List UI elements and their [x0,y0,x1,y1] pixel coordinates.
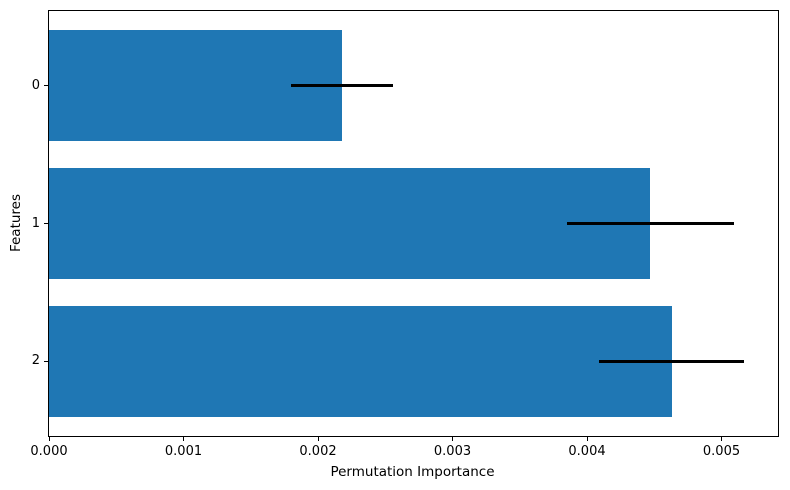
y-tick-label: 1 [31,215,40,231]
x-tick-label: 0.000 [30,444,68,459]
error-bar-feature-0 [291,84,394,87]
plot-area [48,10,779,437]
error-bar-feature-2 [599,359,745,363]
x-tick-label: 0.005 [702,444,741,459]
x-axis-label: Permutation Importance [330,464,495,480]
x-tick-mark [48,437,50,441]
x-tick-label: 0.004 [568,444,606,459]
bar-feature-1 [49,168,651,279]
y-tick-label: 0 [31,77,40,93]
bar-feature-2 [49,306,672,417]
x-tick-label: 0.002 [299,444,337,459]
x-tick-mark [586,437,588,441]
x-tick-mark [183,437,184,441]
x-tick-label: 0.003 [433,444,472,459]
error-bar-feature-1 [566,222,734,225]
x-tick-mark [721,437,722,441]
x-tick-mark [452,437,453,441]
x-tick-mark [317,437,319,441]
x-tick-label: 0.001 [164,444,203,459]
y-tick-mark [44,360,48,362]
y-tick-mark [44,223,48,224]
y-tick-mark [44,85,48,86]
y-axis-label: Features [8,193,24,253]
y-tick-label: 2 [31,353,40,369]
